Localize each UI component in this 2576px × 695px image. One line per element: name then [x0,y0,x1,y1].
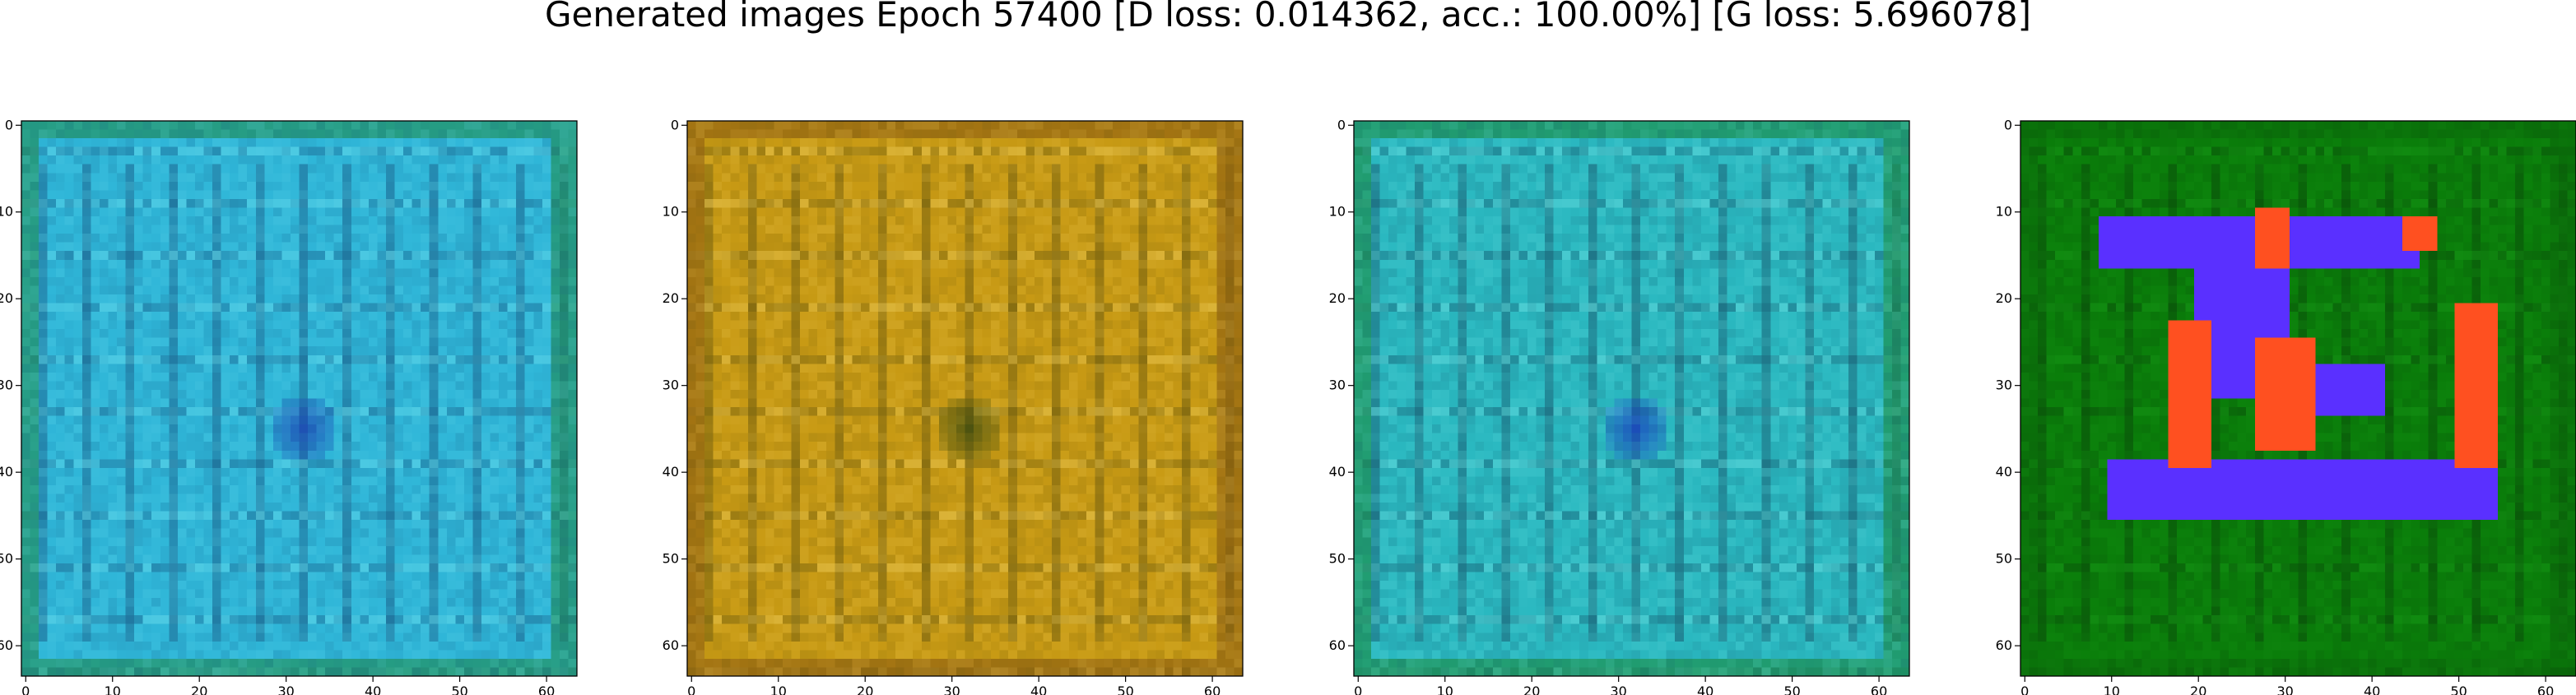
x-tick-label: 50 [2450,683,2467,695]
y-tick-label: 30 [663,378,679,393]
y-tick-label: 60 [663,637,679,653]
y-tick-label: 10 [0,204,13,220]
x-tick-label: 0 [21,683,30,695]
y-tick-label: 20 [1329,290,1346,306]
y-tick-label: 30 [1329,378,1346,393]
generated-image [2020,121,2576,676]
y-tick-label: 60 [1996,637,2012,653]
x-tick-label: 20 [191,683,207,695]
x-tick-label: 40 [1697,683,1713,695]
axes-frame [2020,120,2576,677]
generated-image [21,121,577,676]
x-tick-label: 40 [365,683,381,695]
y-tick-label: 20 [0,290,13,306]
figure-title: Generated images Epoch 57400 [D loss: 0.… [545,0,2031,35]
y-tick-label: 50 [0,551,13,567]
y-tick-label: 0 [671,117,679,132]
axes-frame [1353,120,1910,677]
image-panel-3: 0 10 20 30 40 50 60 0 10 20 30 40 50 60 [1329,117,1910,695]
y-tick-label: 40 [0,464,13,480]
x-tick-label: 0 [1354,683,1362,695]
x-tick-label: 20 [857,683,873,695]
y-tick-label: 40 [1996,464,2012,480]
y-tick-label: 30 [1996,378,2012,393]
image-panel-2: 0 10 20 30 40 50 60 0 10 20 30 40 50 60 [663,117,1244,695]
image-panel-4: 0 10 20 30 40 50 60 0 10 20 30 40 50 60 [1996,117,2576,695]
axes-frame [21,120,578,677]
generated-image [1354,121,1909,676]
x-tick-label: 60 [1204,683,1221,695]
y-tick-label: 10 [1329,204,1346,220]
y-tick-label: 10 [1996,204,2012,220]
y-tick-label: 60 [1329,637,1346,653]
y-tick-label: 50 [1329,551,1346,567]
x-tick-label: 40 [2364,683,2380,695]
y-tick-label: 0 [5,117,13,132]
x-tick-label: 10 [770,683,787,695]
y-tick-label: 10 [663,204,679,220]
x-tick-label: 30 [278,683,295,695]
x-tick-label: 30 [944,683,960,695]
x-tick-label: 50 [1783,683,1800,695]
x-tick-label: 30 [2277,683,2294,695]
x-tick-label: 10 [105,683,121,695]
y-tick-label: 50 [1996,551,2012,567]
y-tick-label: 50 [663,551,679,567]
x-tick-label: 40 [1030,683,1047,695]
y-tick-label: 0 [1337,117,1346,132]
x-tick-label: 60 [538,683,555,695]
y-tick-label: 30 [0,378,13,393]
y-tick-label: 0 [2004,117,2012,132]
x-tick-label: 10 [1437,683,1453,695]
x-tick-label: 0 [687,683,695,695]
x-tick-label: 60 [2537,683,2554,695]
x-tick-label: 0 [2020,683,2029,695]
x-tick-label: 60 [1871,683,1887,695]
x-tick-label: 20 [1523,683,1540,695]
image-panel-1: 0 10 20 30 40 50 60 0 10 20 30 40 50 60 [0,117,578,695]
y-tick-label: 20 [663,290,679,306]
y-tick-label: 20 [1996,290,2012,306]
axes-frame [686,120,1244,677]
x-tick-label: 50 [1117,683,1133,695]
generated-image [687,121,1243,676]
y-tick-label: 40 [1329,464,1346,480]
y-tick-label: 60 [0,637,13,653]
x-tick-label: 20 [2190,683,2206,695]
y-tick-label: 40 [663,464,679,480]
x-tick-label: 10 [2104,683,2120,695]
x-tick-label: 50 [451,683,467,695]
x-tick-label: 30 [1611,683,1627,695]
